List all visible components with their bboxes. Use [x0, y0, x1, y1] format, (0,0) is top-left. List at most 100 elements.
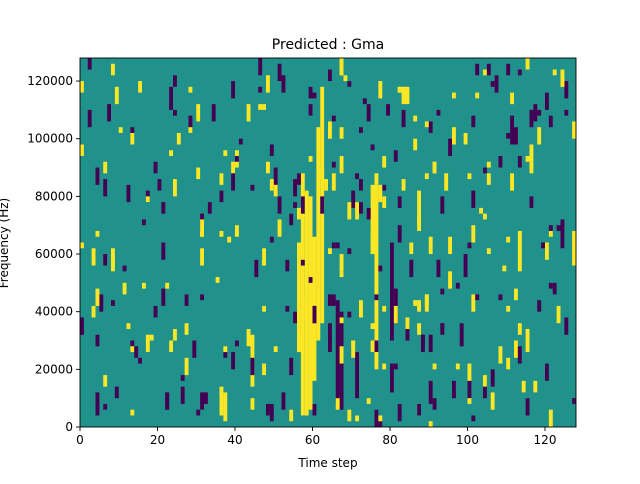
heatmap-cell — [537, 300, 542, 312]
heatmap-cell — [374, 173, 379, 185]
heatmap-cell — [207, 202, 212, 214]
heatmap-cell — [219, 230, 224, 237]
heatmap-cell — [463, 132, 468, 145]
heatmap-cell — [320, 196, 325, 214]
heatmap-cell — [393, 150, 398, 162]
heatmap-cell — [490, 369, 495, 387]
heatmap-cell — [331, 173, 336, 191]
x-tick-label: 60 — [305, 433, 320, 447]
heatmap-cell — [452, 92, 456, 99]
heatmap-cell — [479, 207, 483, 214]
heatmap-cell — [390, 363, 394, 393]
heatmap-cell — [173, 328, 177, 341]
heatmap-cell — [417, 323, 421, 335]
heatmap-cell — [459, 323, 464, 347]
heatmap-cell — [196, 104, 201, 122]
heatmap-cell — [525, 58, 530, 70]
heatmap-cell — [95, 334, 100, 347]
heatmap-cell — [339, 58, 344, 76]
heatmap-cell — [545, 242, 549, 260]
heatmap-cell — [378, 81, 383, 99]
heatmap-cell — [169, 340, 173, 353]
heatmap-cell — [328, 294, 332, 306]
heatmap-cell — [223, 352, 228, 358]
heatmap-cell — [548, 115, 553, 128]
heatmap-cell — [250, 357, 255, 376]
heatmap-cell — [490, 392, 495, 410]
heatmap-cell — [95, 167, 100, 185]
heatmap-cell — [262, 305, 266, 312]
x-tick-label: 80 — [382, 433, 397, 447]
heatmap-cell — [471, 294, 476, 312]
heatmap-cell — [401, 92, 406, 99]
heatmap-cell — [277, 219, 282, 237]
heatmap-cell — [432, 161, 437, 174]
heatmap-cell — [533, 380, 538, 393]
heatmap-cell — [397, 225, 402, 243]
heatmap-cell — [498, 346, 503, 364]
heatmap-cell — [87, 109, 92, 128]
heatmap-cell — [130, 346, 135, 353]
heatmap-cell — [560, 219, 565, 249]
heatmap-cell — [80, 81, 84, 93]
heatmap-cell — [227, 236, 232, 243]
heatmap-cell — [397, 196, 402, 208]
heatmap-cell — [266, 75, 270, 93]
heatmap-cell — [351, 340, 356, 358]
heatmap-cell — [107, 104, 111, 122]
heatmap-cell — [335, 300, 340, 404]
heatmap-cell — [339, 127, 344, 139]
heatmap-cell — [297, 242, 301, 255]
heatmap-cell — [297, 334, 301, 353]
heatmap-cell — [262, 363, 266, 376]
heatmap-cell — [211, 104, 216, 122]
heatmap-cell — [347, 202, 352, 220]
heatmap-cell — [393, 363, 398, 370]
heatmap-cell — [537, 127, 542, 145]
heatmap-cell — [552, 69, 557, 76]
heatmap-cell — [343, 75, 348, 82]
heatmap-cell — [262, 104, 266, 110]
heatmap-cell — [471, 415, 476, 422]
heatmap-cell — [390, 242, 394, 341]
heatmap-cell — [304, 300, 309, 318]
heatmap-cell — [432, 363, 437, 370]
heatmap-cell — [95, 288, 100, 306]
heatmap-cell — [231, 352, 235, 370]
heatmap-cell — [417, 300, 421, 312]
heatmap-cell — [355, 415, 359, 422]
heatmap-cell — [328, 340, 332, 353]
heatmap-cell — [111, 300, 115, 306]
heatmap-cell — [111, 254, 115, 272]
heatmap-cell — [312, 92, 317, 99]
heatmap-cell — [409, 242, 414, 255]
heatmap-cell — [486, 173, 491, 185]
heatmap-cell — [80, 317, 84, 335]
heatmap-cell — [486, 161, 491, 168]
heatmap-cell — [397, 86, 402, 93]
heatmap-cell — [219, 386, 224, 416]
heatmap-cell — [506, 236, 511, 243]
heatmap-cell — [114, 386, 119, 399]
plot-area — [79, 57, 577, 428]
heatmap-cell — [235, 156, 239, 162]
heatmap-cell — [273, 184, 278, 197]
heatmap-cell — [138, 81, 142, 93]
heatmap-cell — [262, 259, 266, 266]
heatmap-cell — [405, 317, 410, 329]
heatmap-cell — [331, 161, 336, 168]
heatmap-cell — [91, 305, 96, 318]
heatmap-cell — [180, 375, 185, 381]
heatmap-cell — [122, 282, 127, 295]
heatmap-cell — [397, 403, 402, 422]
heatmap-cell — [165, 392, 170, 410]
heatmap-cell — [339, 346, 344, 364]
heatmap-cell — [417, 190, 421, 226]
heatmap-cell — [122, 265, 127, 272]
heatmap-cell — [382, 305, 387, 312]
heatmap-cell — [366, 398, 371, 404]
y-tick-label: 120000 — [27, 74, 73, 88]
heatmap-cell — [564, 109, 569, 116]
heatmap-cell — [250, 398, 255, 410]
